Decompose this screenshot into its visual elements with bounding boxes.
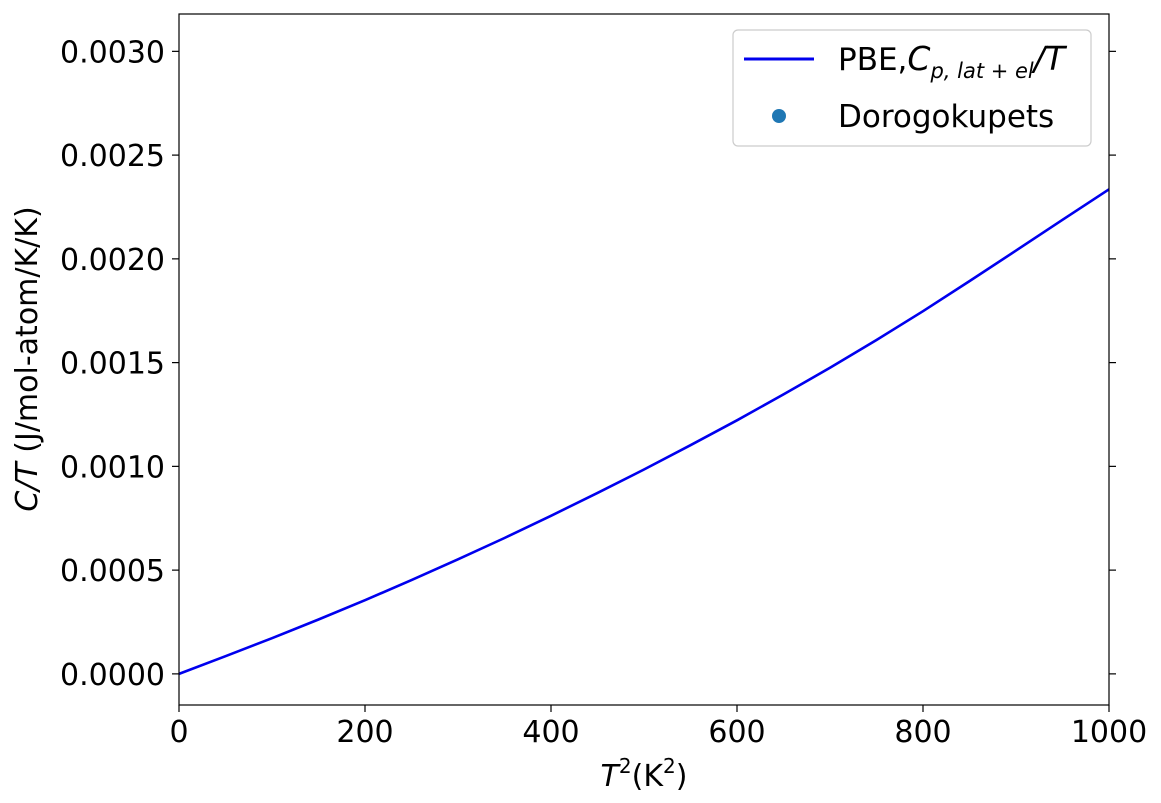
- x-tick-label: 0: [169, 715, 188, 750]
- x-tick-label: 200: [336, 715, 393, 750]
- x-axis-label: T2(K2): [601, 754, 688, 794]
- x-tick-label: 800: [894, 715, 951, 750]
- legend-label-dorogokupets: Dorogokupets: [838, 99, 1054, 135]
- x-axis-label-end: ): [676, 759, 688, 794]
- legend-label-pbe-suffix: /T: [1031, 39, 1068, 78]
- series-layer: [178, 188, 1110, 676]
- x-axis-label-mid: (K: [632, 759, 665, 794]
- legend-label-pbe-prefix: PBE,: [838, 42, 907, 78]
- y-tick-label: 0.0015: [60, 347, 165, 382]
- y-tick-label: 0.0005: [60, 554, 165, 589]
- legend-frame: [732, 29, 1092, 147]
- x-axis: 0 200 400 600 800 1000: [169, 705, 1147, 750]
- y-axis-label-units: (J/mol-atom/K/K): [10, 206, 45, 462]
- y-tick-label: 0.0010: [60, 450, 165, 485]
- y-tick-label: 0.0000: [60, 658, 165, 693]
- series-line-pbe: [178, 188, 1110, 676]
- y-axis: 0.0000 0.0005 0.0010 0.0015 0.0020 0.0025 0.00…: [60, 35, 1116, 693]
- x-tick-label: 600: [708, 715, 765, 750]
- y-axis-label-italic: C/T: [10, 460, 45, 512]
- y-tick-label: 0.0020: [60, 243, 165, 278]
- legend-marker-sample: [772, 109, 786, 123]
- x-axis-label-base: T: [601, 759, 622, 794]
- y-tick-label: 0.0025: [60, 139, 165, 174]
- legend: PBE,Cp, lat + el/T Dorogokupets: [732, 29, 1092, 147]
- y-tick-label: 0.0030: [60, 35, 165, 70]
- x-tick-label: 1000: [1071, 715, 1147, 750]
- x-axis-label-sup1: 2: [619, 754, 632, 778]
- x-axis-label-sup2: 2: [663, 754, 676, 778]
- legend-label-pbe-c: C: [907, 39, 930, 78]
- plot-frame: [178, 13, 1110, 706]
- legend-label-pbe: PBE,Cp, lat + el/T: [838, 39, 1068, 83]
- x-tick-label: 400: [522, 715, 579, 750]
- legend-label-pbe-sub: p, lat + el: [929, 59, 1033, 83]
- y-axis-label: C/T (J/mol-atom/K/K): [10, 206, 45, 511]
